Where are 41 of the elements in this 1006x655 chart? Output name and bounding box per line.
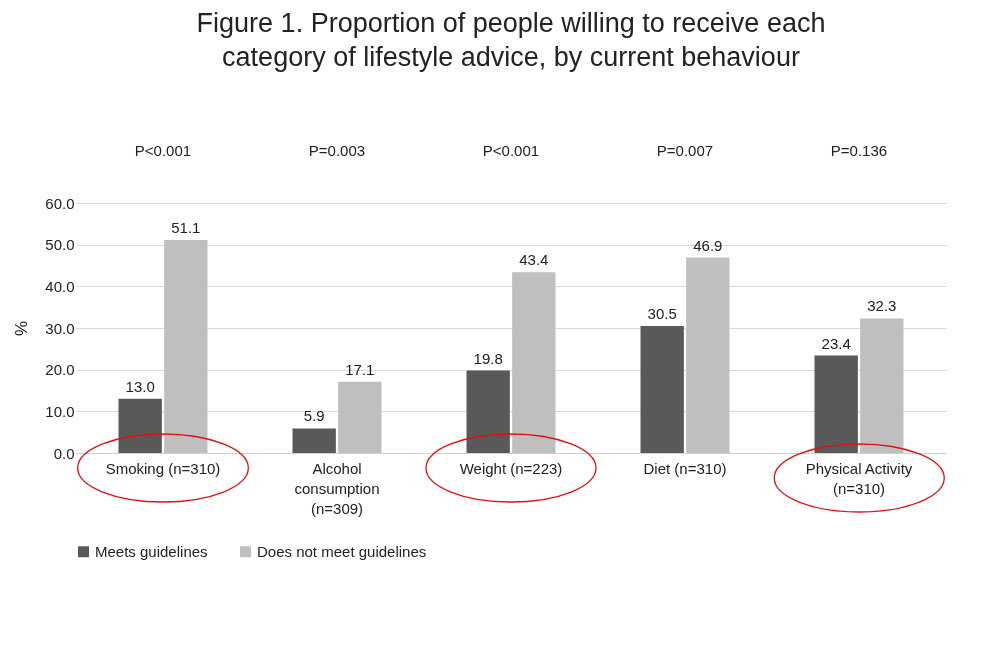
data-label: 5.9 xyxy=(303,407,325,425)
bar xyxy=(860,318,904,453)
text: P<0.001 xyxy=(134,142,192,159)
legend-label: Does not meet guidelines xyxy=(257,542,427,560)
bar xyxy=(814,355,858,453)
x-tick-label: Alcohol consumption (n=309) xyxy=(294,459,380,517)
data-label: 30.5 xyxy=(647,304,677,322)
x-tick-label: Diet (n=310) xyxy=(643,459,727,477)
bar xyxy=(640,325,684,453)
data-label: 23.4 xyxy=(821,334,851,352)
y-tick-label: 30.0 xyxy=(45,319,75,337)
y-tick-label: 50.0 xyxy=(45,236,75,254)
x-tick-label: Weight (n=223) xyxy=(459,459,563,477)
y-tick-label: 20.0 xyxy=(45,361,75,379)
bar xyxy=(686,257,730,453)
bar xyxy=(118,398,162,453)
text: P=0.003 xyxy=(308,142,366,159)
legend-label: Meets guidelines xyxy=(95,542,208,560)
data-label: 43.4 xyxy=(519,251,549,269)
text: P=0.007 xyxy=(656,142,714,159)
y-axis-title: % xyxy=(12,320,32,337)
y-tick-label: 60.0 xyxy=(45,194,75,212)
x-tick-label: Smoking (n=310) xyxy=(105,459,221,477)
bar xyxy=(512,272,556,453)
text: P<0.001 xyxy=(482,142,540,159)
y-tick-label: 10.0 xyxy=(45,402,75,420)
data-label: 32.3 xyxy=(867,297,897,315)
x-tick-label: Physical Activity (n=310) xyxy=(805,459,913,497)
bar xyxy=(466,370,510,453)
bar xyxy=(338,381,382,453)
data-label: 46.9 xyxy=(693,236,723,254)
text: P=0.136 xyxy=(830,142,888,159)
bar xyxy=(164,240,208,453)
y-tick-label: 40.0 xyxy=(45,277,75,295)
data-label: 17.1 xyxy=(345,360,375,378)
data-label: 13.0 xyxy=(125,377,155,395)
chart-title: Figure 1. Proportion of people willing to receive each category of lifestyle advice, by current behaviour xyxy=(196,8,826,72)
data-label: 19.8 xyxy=(473,349,503,367)
data-label: 51.1 xyxy=(171,219,201,237)
y-tick-label: 0.0 xyxy=(53,444,75,462)
bar xyxy=(292,428,336,453)
